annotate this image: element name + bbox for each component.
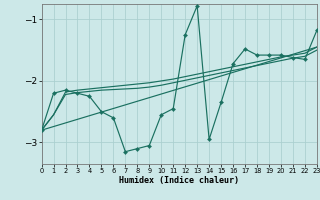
X-axis label: Humidex (Indice chaleur): Humidex (Indice chaleur)	[119, 176, 239, 185]
